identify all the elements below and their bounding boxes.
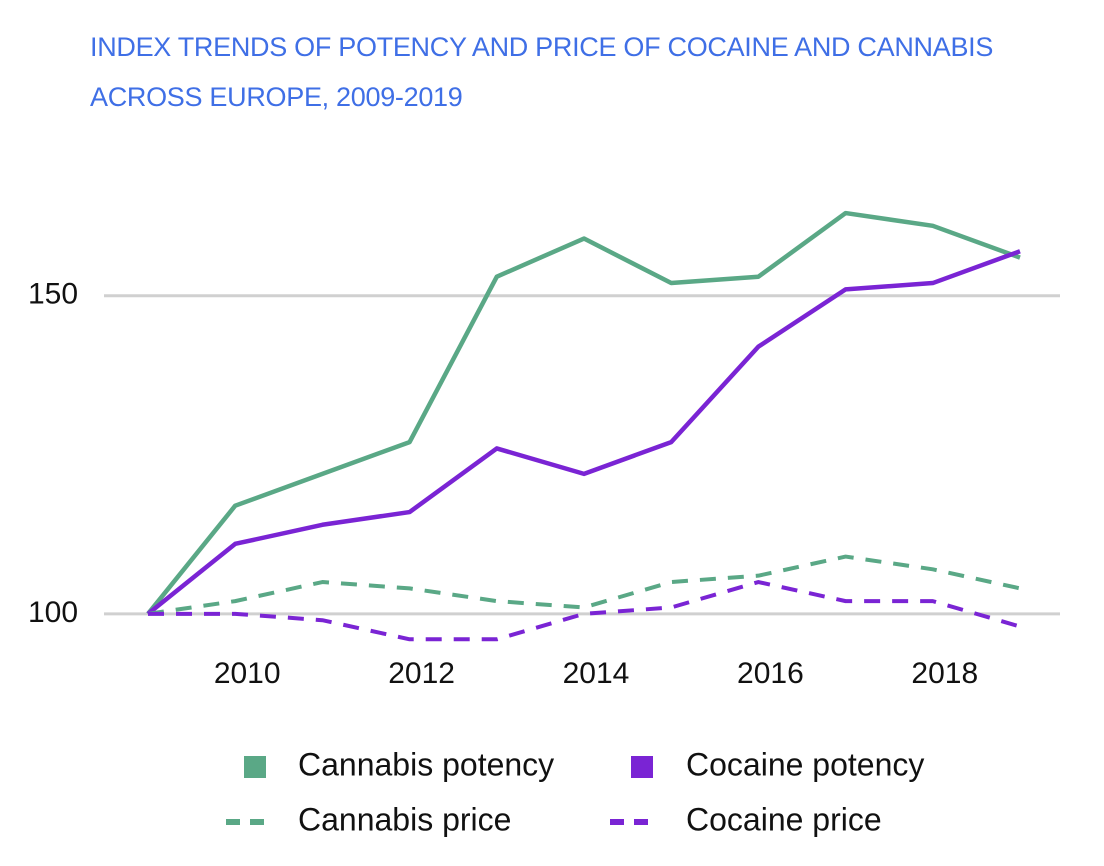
chart-title: INDEX TRENDS OF POTENCY AND PRICE OF COC…	[90, 32, 994, 112]
legend-label: Cannabis potency	[298, 746, 554, 782]
x-tick-label: 2012	[388, 657, 455, 690]
x-tick-label: 2016	[737, 657, 804, 690]
x-tick-label: 2010	[214, 657, 281, 690]
x-tick-label: 2018	[911, 657, 978, 690]
x-tick-label: 2014	[563, 657, 630, 690]
y-tick-label: 100	[28, 596, 78, 629]
legend-label: Cannabis price	[298, 801, 511, 837]
legend-label: Cocaine potency	[686, 746, 924, 782]
series-line	[146, 249, 1021, 616]
series-line	[148, 580, 1021, 642]
legend-swatch	[244, 756, 266, 778]
series-line	[146, 210, 1021, 616]
legend-label: Cocaine price	[686, 801, 882, 837]
series-line	[147, 554, 1021, 616]
y-tick-label: 150	[28, 278, 78, 311]
legend-swatch	[631, 756, 653, 778]
